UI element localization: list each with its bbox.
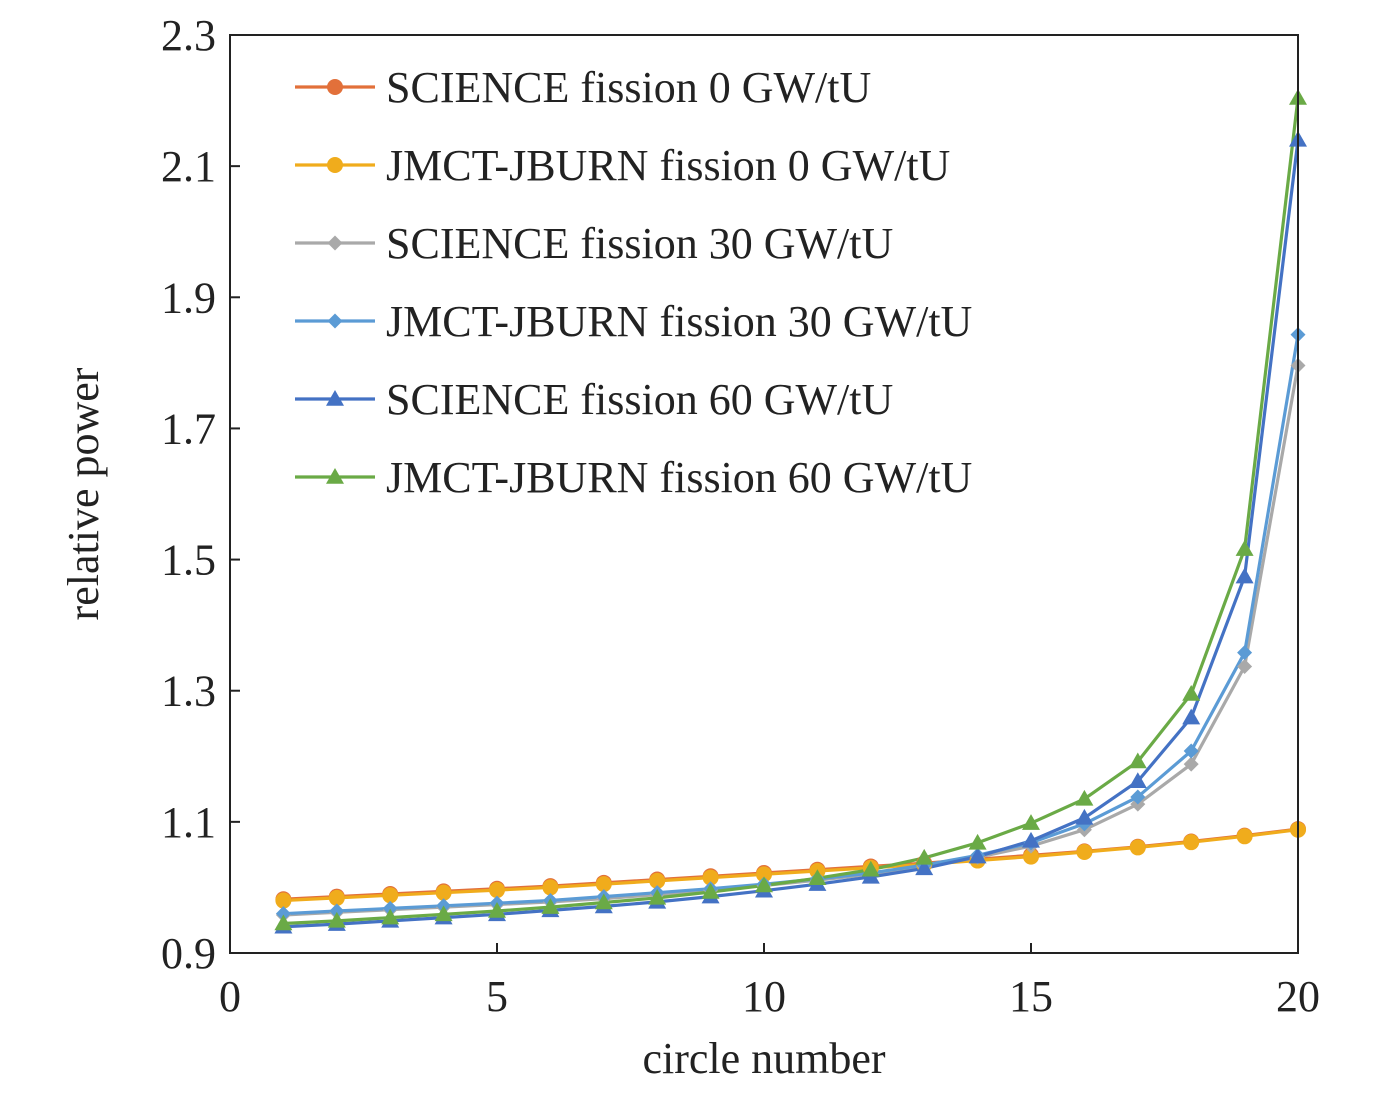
data-point [1183, 743, 1199, 759]
data-point [808, 869, 827, 885]
y-tick-label: 0.9 [161, 929, 216, 978]
data-point [435, 884, 452, 901]
data-point [1075, 808, 1094, 825]
legend-label: SCIENCE fission 30 GW/tU [386, 219, 893, 268]
data-point [381, 908, 400, 925]
legend-swatch-marker [327, 157, 343, 173]
data-point [1076, 844, 1093, 861]
legend-label: JMCT-JBURN fission 0 GW/tU [386, 141, 950, 190]
data-point [1075, 789, 1094, 806]
data-point [328, 889, 345, 906]
y-tick-label: 2.3 [161, 11, 216, 60]
tick-labels: 0 5 10 15 20 0.9 1.1 1.3 1.5 1.7 1.9 2.1 2.3 [161, 11, 1320, 1021]
data-point [1023, 848, 1039, 865]
data-point [756, 866, 772, 883]
y-tick-label: 1.7 [161, 404, 216, 453]
series-line-2 [283, 365, 1300, 917]
legend-item: JMCT-JBURN fission 30 GW/tU [295, 297, 972, 346]
x-tick-label: 5 [486, 972, 508, 1021]
data-point [274, 914, 293, 931]
data-point [488, 902, 506, 918]
data-point [1128, 752, 1147, 769]
data-point [329, 903, 345, 919]
data-point [382, 900, 398, 916]
data-point [915, 848, 934, 865]
data-point [755, 876, 773, 893]
data-point [1237, 658, 1253, 674]
x-tick-label: 0 [219, 972, 241, 1021]
data-point [1183, 756, 1199, 772]
legend-swatch-marker [326, 468, 344, 484]
legend-label: JMCT-JBURN fission 30 GW/tU [386, 297, 972, 346]
data-point [1022, 831, 1040, 848]
data-point [702, 869, 719, 886]
data-point [968, 847, 987, 864]
y-axis-title: relative power [59, 367, 108, 620]
series-line-4 [283, 139, 1300, 929]
y-tick-label: 1.9 [161, 273, 216, 322]
data-point [275, 892, 292, 909]
data-point [648, 888, 667, 905]
data-point [275, 906, 291, 922]
data-point [1182, 684, 1201, 701]
x-tick-label: 15 [1009, 972, 1053, 1021]
data-point [861, 860, 880, 877]
y-tick-label: 1.5 [161, 536, 216, 585]
y-tick-label: 1.1 [161, 798, 216, 847]
legend-swatch-marker [327, 79, 343, 95]
data-point [382, 887, 399, 904]
data-point [1022, 814, 1040, 830]
data-point [1182, 708, 1201, 725]
data-point [434, 905, 453, 922]
data-point [701, 883, 720, 899]
x-axis-title: circle number [642, 1034, 885, 1083]
legend: SCIENCE fission 0 GW/tU JMCT-JBURN fissio… [264, 63, 972, 502]
legend-label: SCIENCE fission 0 GW/tU [386, 63, 871, 112]
legend-swatch-marker [327, 313, 343, 329]
y-tick-label: 2.1 [161, 142, 216, 191]
data-point [595, 876, 612, 893]
data-point [489, 882, 505, 899]
legend-item: JMCT-JBURN fission 0 GW/tU [295, 141, 950, 190]
legend-label: JMCT-JBURN fission 60 GW/tU [386, 453, 972, 502]
plot-lines [283, 97, 1300, 929]
data-point [541, 898, 560, 914]
data-point [1236, 828, 1253, 845]
legend-swatch-marker [327, 235, 343, 251]
series-line-5 [283, 97, 1300, 926]
legend-item: SCIENCE fission 30 GW/tU [295, 219, 893, 268]
data-point [1130, 789, 1146, 805]
data-point [649, 872, 666, 889]
legend-item: SCIENCE fission 60 GW/tU [295, 375, 893, 424]
data-point [327, 911, 346, 928]
data-point [968, 833, 987, 850]
data-point [1128, 772, 1147, 788]
data-point [1129, 839, 1146, 856]
legend-swatch-marker [326, 390, 344, 406]
data-point [1235, 567, 1254, 584]
data-point [915, 859, 934, 876]
series-line-1 [283, 828, 1299, 903]
y-tick-label: 1.3 [161, 667, 216, 716]
data-point [1237, 645, 1253, 661]
data-point [1235, 540, 1254, 556]
legend-box [264, 70, 292, 434]
x-tick-label: 20 [1276, 972, 1320, 1021]
data-point [1183, 834, 1200, 851]
legend-item: JMCT-JBURN fission 60 GW/tU [295, 453, 972, 502]
axis-ticks [229, 34, 1299, 954]
plot-markers [274, 88, 1307, 934]
data-point [594, 893, 613, 910]
legend-item: SCIENCE fission 0 GW/tU [295, 63, 871, 112]
x-tick-label: 10 [742, 972, 786, 1021]
legend-label: SCIENCE fission 60 GW/tU [386, 375, 893, 424]
data-point [542, 879, 559, 896]
